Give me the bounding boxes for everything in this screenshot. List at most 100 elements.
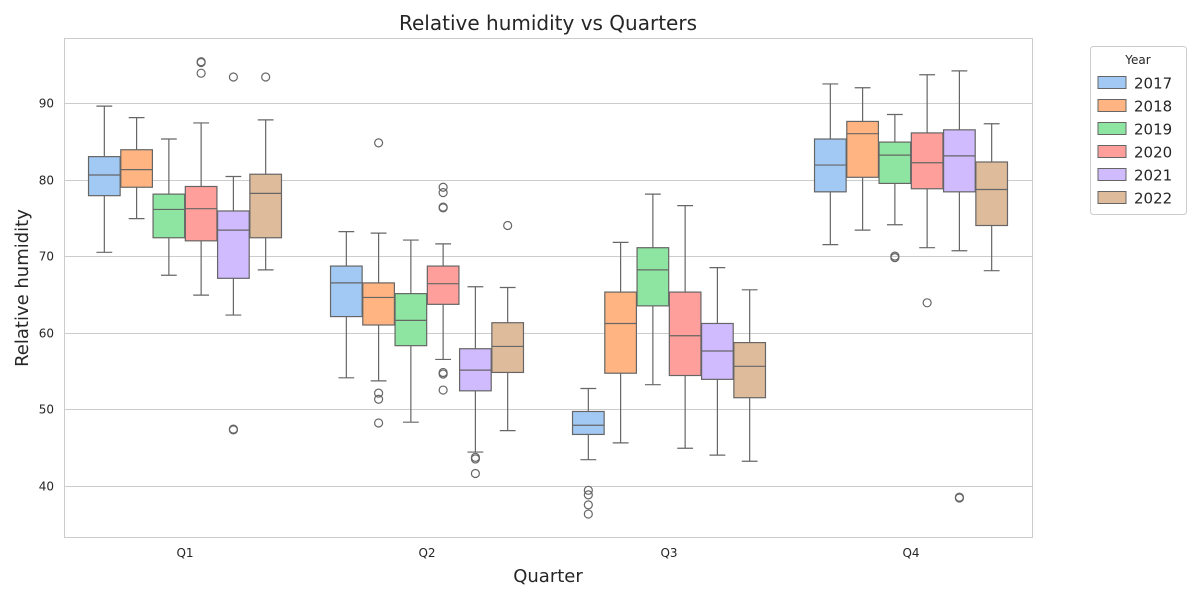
box-q4-2019 — [878, 113, 912, 263]
outlier-point — [470, 454, 480, 464]
box-q4-2018 — [846, 87, 880, 231]
box-q4-2021 — [942, 70, 976, 503]
box-q2-2020 — [426, 182, 460, 395]
legend-swatch — [1097, 191, 1127, 204]
box-q4-2020 — [910, 74, 944, 308]
legend-item-2022: 2022 — [1097, 190, 1172, 208]
plot-area: 40 50 60 70 80 90 Q1 Q2 Q3 Q4 — [39, 38, 1033, 560]
x-tick-label-q3: Q3 — [660, 546, 677, 560]
iqr-box — [733, 342, 767, 399]
iqr-box — [329, 265, 363, 318]
x-axis-ticks: Q1 Q2 Q3 Q4 — [176, 546, 919, 560]
iqr-box — [216, 210, 250, 279]
box-q2-2021 — [458, 286, 492, 479]
legend-items: 2017 2018 2019 2020 2021 2022 — [1097, 75, 1172, 208]
iqr-box — [184, 185, 218, 242]
box-q2-2018 — [362, 138, 396, 428]
y-tick-label-50: 50 — [39, 403, 54, 417]
outlier-point — [583, 500, 593, 510]
box-q1-2019 — [152, 138, 186, 276]
box-q4-2022 — [975, 123, 1009, 272]
outlier-point — [470, 468, 480, 479]
box-q2-2019 — [394, 239, 428, 423]
iqr-box — [571, 410, 605, 436]
box-q1-2018 — [120, 116, 154, 220]
legend-swatch — [1097, 168, 1127, 181]
y-tick-label-40: 40 — [39, 480, 54, 494]
legend-swatch — [1097, 145, 1127, 158]
box-q3-2017 — [571, 387, 605, 519]
y-axis-label: Relative humidity — [12, 209, 33, 367]
legend-label: 2022 — [1134, 190, 1172, 208]
iqr-box — [491, 322, 525, 374]
legend-label: 2021 — [1134, 167, 1172, 185]
legend-item-2018: 2018 — [1097, 98, 1172, 116]
legend-title: Year — [1124, 53, 1150, 67]
iqr-box — [846, 120, 880, 178]
outlier-point — [374, 394, 384, 404]
outlier-point — [261, 72, 271, 82]
iqr-box — [426, 265, 460, 305]
legend-item-2017: 2017 — [1097, 75, 1172, 93]
iqr-box — [910, 132, 944, 190]
outlier-point — [954, 493, 965, 503]
box-q1-2017 — [87, 105, 121, 253]
box-q2-2017 — [329, 231, 363, 379]
outlier-point — [503, 220, 513, 231]
y-tick-label-70: 70 — [39, 250, 54, 264]
box-q1-2022 — [249, 72, 283, 271]
y-tick-label-90: 90 — [39, 97, 54, 111]
outlier-point — [196, 57, 206, 68]
outlier-point — [228, 72, 238, 82]
outlier-point — [438, 203, 448, 213]
box-groups — [87, 57, 1009, 519]
legend-item-2019: 2019 — [1097, 121, 1172, 139]
iqr-box — [604, 291, 638, 374]
outlier-point — [583, 509, 593, 519]
box-q1-2020 — [184, 57, 218, 296]
legend: Year 2017 2018 2019 2020 2021 2022 — [1090, 46, 1187, 215]
iqr-box — [878, 141, 912, 185]
legend-swatch — [1097, 76, 1127, 89]
box-q3-2021 — [700, 267, 734, 456]
legend-item-2020: 2020 — [1097, 144, 1172, 162]
x-tick-label-q2: Q2 — [418, 546, 435, 560]
outlier-point — [438, 187, 448, 198]
box-q3-2022 — [733, 289, 767, 462]
legend-label: 2018 — [1134, 98, 1172, 116]
iqr-box — [362, 282, 396, 326]
legend-label: 2017 — [1134, 75, 1172, 93]
box-q3-2018 — [604, 241, 638, 444]
outlier-point — [438, 369, 448, 379]
box-q4-2017 — [813, 83, 847, 246]
legend-swatch — [1097, 122, 1127, 135]
iqr-box — [668, 291, 702, 377]
outlier-point — [583, 490, 593, 500]
legend-item-2021: 2021 — [1097, 167, 1172, 185]
outlier-point — [438, 182, 448, 192]
outlier-point — [374, 388, 384, 398]
x-axis-label: Quarter — [513, 566, 583, 587]
outlier-point — [196, 68, 206, 78]
box-q2-2022 — [491, 220, 525, 432]
outlier-point — [890, 253, 900, 263]
outlier-point — [374, 418, 384, 428]
iqr-box — [942, 129, 976, 193]
outlier-point — [583, 485, 593, 495]
iqr-box — [975, 161, 1009, 227]
x-tick-label-q4: Q4 — [902, 546, 919, 560]
chart-title: Relative humidity vs Quarters — [399, 11, 697, 35]
iqr-box — [249, 173, 283, 239]
outlier-point — [922, 298, 932, 308]
legend-label: 2020 — [1134, 144, 1172, 162]
y-tick-label-60: 60 — [39, 327, 54, 341]
box-q1-2021 — [216, 72, 250, 435]
iqr-box — [636, 247, 670, 307]
iqr-box — [87, 156, 121, 197]
y-tick-label-80: 80 — [39, 174, 54, 188]
legend-swatch — [1097, 99, 1127, 112]
x-tick-label-q1: Q1 — [176, 546, 193, 560]
box-q3-2020 — [668, 205, 702, 449]
y-axis-ticks: 40 50 60 70 80 90 — [39, 97, 54, 494]
